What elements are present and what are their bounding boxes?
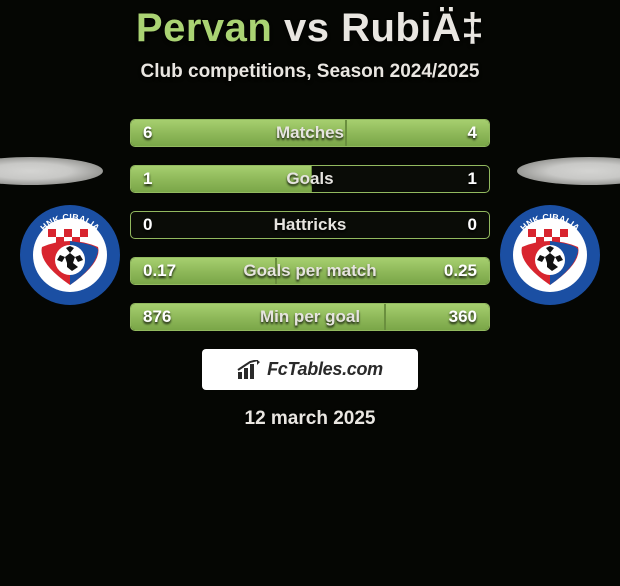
vs-text: vs bbox=[284, 6, 330, 50]
page-title: Pervan vs RubiÄ‡ bbox=[0, 6, 620, 51]
pedestal-right bbox=[517, 157, 620, 185]
pedestal-left bbox=[0, 157, 103, 185]
stat-label: Goals bbox=[131, 169, 489, 189]
stat-row: 0.17Goals per match0.25 bbox=[130, 257, 490, 285]
club-badge-right: HNK CIBALIA bbox=[500, 205, 600, 305]
stat-row: 6Matches4 bbox=[130, 119, 490, 147]
stat-value-right: 360 bbox=[449, 307, 477, 327]
brand-badge[interactable]: FcTables.com bbox=[202, 349, 418, 390]
player1-name: Pervan bbox=[136, 6, 272, 50]
club-badge-left: HNK CIBALIA bbox=[20, 205, 120, 305]
player2-name: RubiÄ‡ bbox=[341, 6, 484, 50]
stat-row: 1Goals1 bbox=[130, 165, 490, 193]
stat-rows: 6Matches4 1Goals1 0Hattricks0 0.17Goals per… bbox=[130, 119, 490, 331]
date-text: 12 march 2025 bbox=[0, 408, 620, 430]
stat-row: 0Hattricks0 bbox=[130, 211, 490, 239]
stat-value-right: 1 bbox=[468, 169, 477, 189]
comparison-stage: HNK CIBALIA HNK CIBALIA 6 bbox=[0, 119, 620, 430]
stat-label: Goals per match bbox=[131, 261, 489, 281]
stat-label: Matches bbox=[131, 123, 489, 143]
stat-label: Hattricks bbox=[131, 215, 489, 235]
stat-row: 876Min per goal360 bbox=[130, 303, 490, 331]
brand-text: FcTables.com bbox=[267, 359, 383, 380]
subtitle: Club competitions, Season 2024/2025 bbox=[0, 61, 620, 83]
club-badge-icon: HNK CIBALIA bbox=[20, 205, 120, 305]
brand-chart-icon bbox=[237, 360, 261, 380]
club-badge-icon: HNK CIBALIA bbox=[500, 205, 600, 305]
stat-value-right: 4 bbox=[468, 123, 477, 143]
stat-label: Min per goal bbox=[131, 307, 489, 327]
stat-value-right: 0 bbox=[468, 215, 477, 235]
stat-value-right: 0.25 bbox=[444, 261, 477, 281]
